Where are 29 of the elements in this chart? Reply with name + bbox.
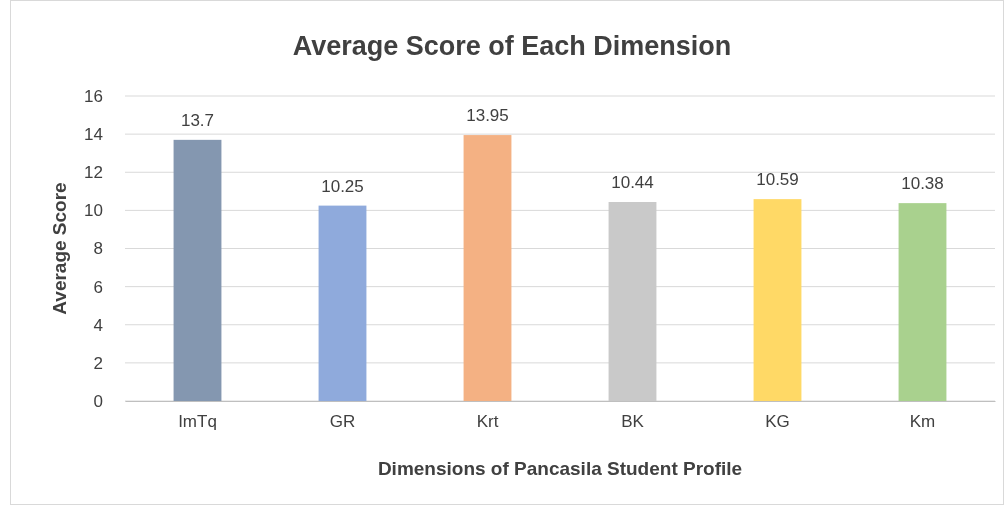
bar — [898, 203, 947, 401]
x-tick-label: ImTq — [178, 412, 217, 432]
y-tick-label: 8 — [93, 239, 103, 259]
bar — [463, 135, 512, 401]
y-axis-title: Average Score — [49, 182, 70, 315]
y-tick-label: 2 — [93, 353, 103, 373]
data-label: 10.44 — [611, 172, 654, 192]
y-tick-label: 16 — [84, 86, 103, 106]
x-axis-title: Dimensions of Pancasila Student Profile — [377, 458, 743, 479]
bar — [753, 199, 802, 401]
x-tick-label: KG — [765, 412, 790, 432]
data-label: 10.25 — [321, 176, 364, 196]
bar — [173, 139, 222, 401]
data-label: 10.38 — [901, 174, 944, 194]
y-tick-label: 14 — [84, 125, 103, 145]
y-tick-label: 0 — [93, 391, 103, 411]
y-tick-label: 6 — [93, 277, 103, 297]
data-label: 10.59 — [756, 170, 799, 190]
data-label: 13.95 — [466, 106, 509, 126]
y-tick-label: 10 — [84, 201, 103, 221]
y-tick-label: 12 — [84, 163, 103, 183]
bar — [318, 205, 367, 401]
y-tick-label: 4 — [93, 315, 103, 335]
x-tick-label: Km — [909, 412, 936, 432]
x-tick-label: Krt — [476, 412, 499, 432]
data-label: 13.7 — [180, 110, 215, 130]
chart-title: Average Score of Each Dimension — [292, 31, 732, 61]
x-tick-label: BK — [621, 412, 645, 432]
x-tick-label: GR — [329, 412, 356, 432]
